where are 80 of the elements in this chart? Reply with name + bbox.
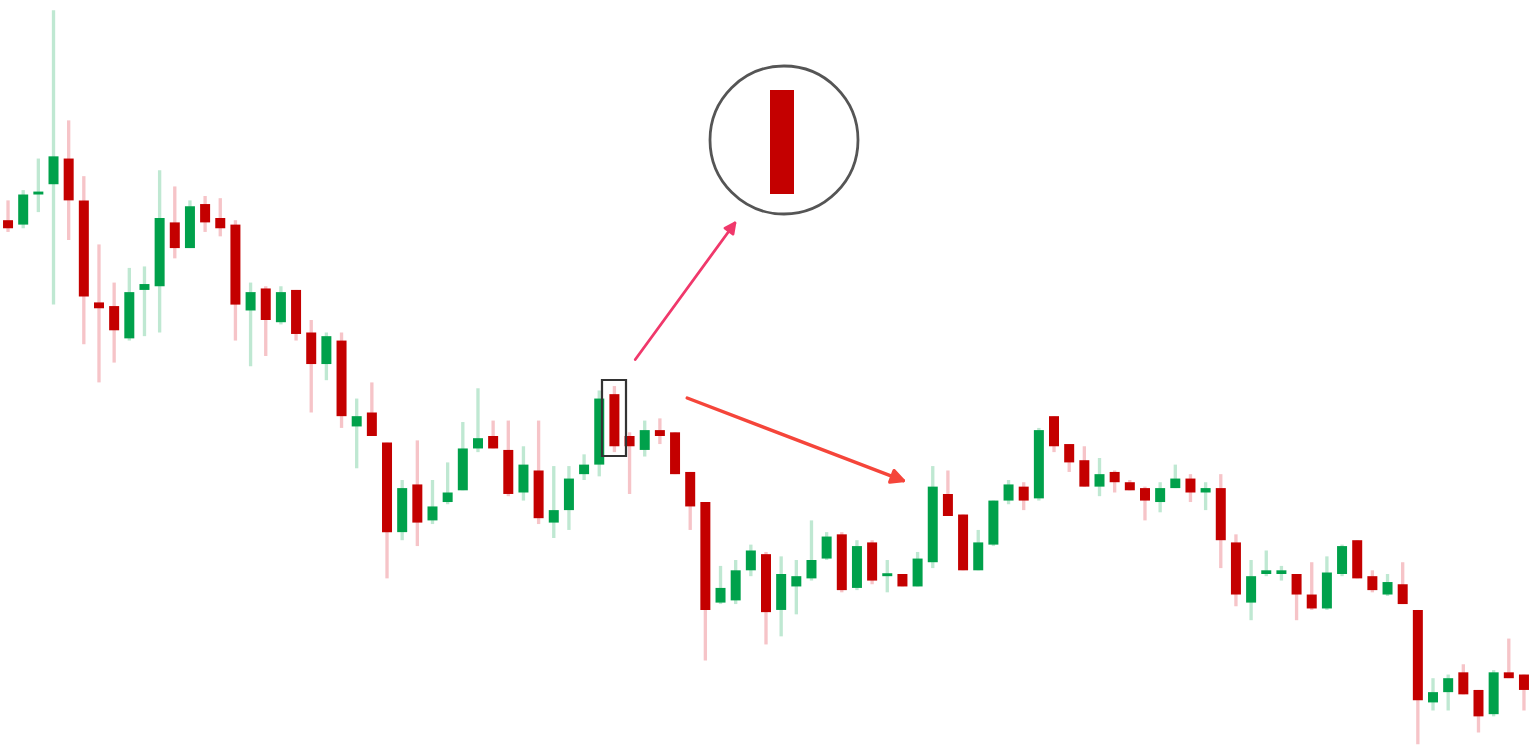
candlestick (169, 184, 180, 261)
candlestick (882, 558, 893, 594)
candlestick (912, 550, 923, 589)
candlestick (200, 194, 211, 234)
candlestick (1352, 538, 1363, 581)
candlestick (1094, 456, 1105, 498)
candlestick (1003, 478, 1014, 506)
candlestick (1503, 636, 1514, 680)
candlestick (3, 198, 14, 234)
candlestick (503, 418, 514, 498)
candlestick (1458, 662, 1469, 697)
candlestick (1443, 672, 1454, 713)
candlestick (533, 418, 544, 526)
candlestick (260, 284, 271, 358)
candlestick (109, 280, 120, 365)
candlestick (184, 198, 195, 250)
candlestick (1321, 554, 1332, 612)
candlestick (745, 542, 756, 578)
candlestick (548, 464, 559, 540)
candlestick (776, 554, 787, 639)
candlestick (867, 538, 878, 586)
candlestick (63, 118, 74, 242)
candlestick (1079, 444, 1090, 489)
candlestick (1488, 668, 1499, 719)
candlestick (472, 386, 483, 454)
candlestick (1246, 558, 1257, 622)
candlestick (1155, 480, 1166, 514)
candlestick (1397, 560, 1408, 606)
candlestick (412, 438, 423, 548)
candlestick (1185, 472, 1196, 504)
candlestick (427, 478, 438, 526)
candlestick (1139, 484, 1150, 523)
candlestick (821, 530, 832, 562)
candlestick (973, 528, 984, 572)
candlestick (563, 464, 574, 532)
candlestick (321, 330, 332, 382)
candlestick (48, 8, 59, 307)
candlestick (1018, 480, 1029, 512)
candlestick (1306, 560, 1317, 612)
candlestick (139, 264, 150, 338)
candlestick (275, 284, 286, 327)
candlestick (791, 558, 802, 617)
candlestick (942, 468, 953, 518)
candlestick (124, 266, 135, 343)
candlestick (1337, 542, 1348, 578)
candlestick (1261, 548, 1272, 578)
candlestick (93, 242, 104, 385)
candlestick (215, 196, 226, 239)
candlestick (1473, 688, 1484, 735)
candlestick (1109, 468, 1120, 495)
candlestick (806, 518, 817, 583)
candlestick (1200, 480, 1211, 512)
candlestick (579, 452, 590, 482)
candlestick (1382, 572, 1393, 598)
candlestick (245, 280, 256, 368)
candlestick (851, 538, 862, 592)
candlestick (670, 430, 681, 476)
candlestick (366, 380, 377, 438)
candlestick (1518, 672, 1529, 713)
candlestick (1064, 442, 1075, 474)
candlestick (715, 564, 726, 606)
candlestick (306, 318, 317, 415)
candlestick (1291, 572, 1302, 622)
candlestick (457, 420, 468, 492)
candlestick (730, 558, 741, 606)
candlestick (1367, 568, 1378, 594)
candlestick (1049, 414, 1060, 454)
candlestick (639, 418, 650, 459)
candlestick (397, 478, 408, 542)
candlestick (33, 156, 44, 214)
candlestick (291, 288, 302, 343)
candlestick (988, 498, 999, 548)
candlestick (18, 188, 29, 230)
candlestick (488, 418, 499, 451)
candlestick (654, 416, 665, 446)
candlestick (1428, 676, 1439, 713)
candlestick (442, 460, 453, 506)
candlestick (518, 444, 529, 503)
candlestick (351, 396, 362, 470)
candlestick (685, 470, 696, 532)
